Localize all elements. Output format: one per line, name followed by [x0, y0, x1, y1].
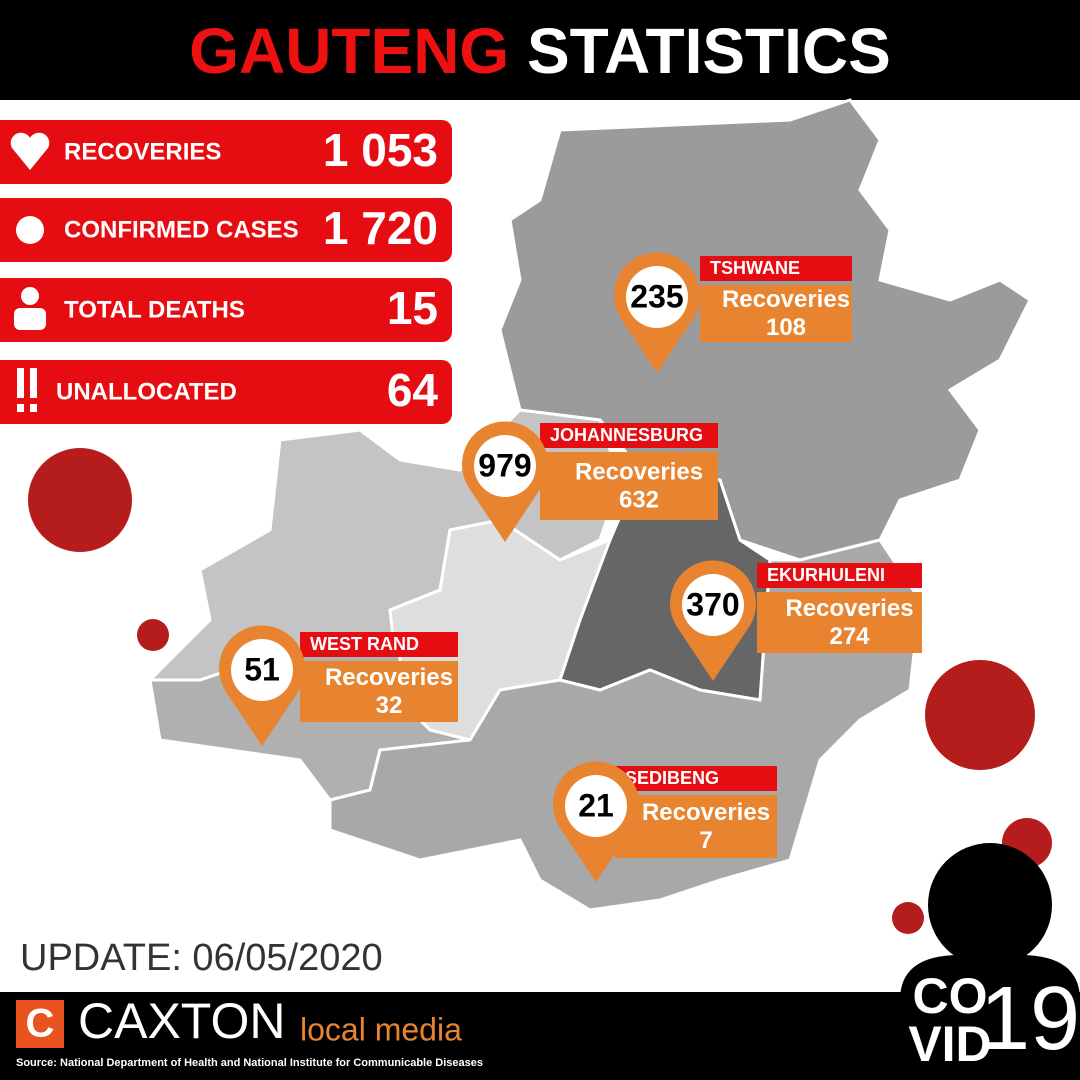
- virus: [925, 660, 1035, 770]
- logo-name: CAXTON: [78, 993, 285, 1049]
- region-name: EKURHULENI: [767, 565, 885, 585]
- covid-number: 19: [980, 969, 1080, 1069]
- person-icon: [21, 287, 39, 305]
- name-box: [700, 256, 852, 281]
- logo-tagline: local media: [300, 1011, 462, 1047]
- exclamation-dot: [30, 404, 37, 412]
- exclamation: [30, 368, 37, 398]
- name-box: [300, 632, 458, 657]
- recoveries-value: 108: [766, 314, 806, 341]
- stat-label: CONFIRMED CASES: [64, 216, 299, 243]
- pin-center: [626, 266, 688, 328]
- stat-label: TOTAL DEATHS: [64, 296, 245, 323]
- recoveries-label: Recoveries: [722, 286, 850, 313]
- heart-icon: [10, 132, 50, 170]
- recoveries-value: 32: [376, 692, 403, 719]
- source: Source: National Department of Health an…: [16, 1057, 483, 1069]
- recoveries-box: [700, 285, 852, 342]
- stat-label: UNALLOCATED: [56, 378, 237, 405]
- recoveries-label: Recoveries: [325, 664, 453, 691]
- name-box: [757, 563, 922, 588]
- stat-value: 1 053: [323, 124, 438, 176]
- stat-value: 64: [387, 364, 439, 416]
- stats-panel: RECOVERIES 1 053 CONFIRMED CASES 1 720 TOTAL…: [0, 120, 452, 424]
- logo-mark: [16, 1000, 64, 1048]
- region-cases: 370: [686, 586, 739, 622]
- recoveries-value: 7: [699, 827, 712, 854]
- covid-line1: CO: [913, 968, 988, 1024]
- stat-box: [0, 360, 452, 424]
- virus: [28, 448, 132, 552]
- recoveries-value: 632: [619, 486, 659, 513]
- region-cases: 979: [478, 447, 531, 483]
- virus: [892, 902, 924, 934]
- logo-glyph: C: [26, 1002, 55, 1046]
- covid-head: [928, 843, 1052, 967]
- name-box: [540, 423, 718, 448]
- title-highlight: GAUTENG: [189, 15, 509, 87]
- pin-center: [231, 639, 293, 701]
- exclamation: [17, 368, 24, 398]
- recoveries-box: [540, 452, 718, 520]
- name-box: [615, 766, 777, 791]
- footer-bar: [0, 992, 1080, 1080]
- recoveries-label: Recoveries: [785, 595, 913, 622]
- pin-center: [474, 435, 536, 497]
- pin-center: [682, 574, 744, 636]
- region-cases: 21: [578, 787, 614, 823]
- region-name: WEST RAND: [310, 634, 419, 654]
- region-cases: 235: [630, 278, 683, 314]
- person-body: [14, 308, 46, 330]
- header-bar: [0, 0, 1080, 100]
- region-name: JOHANNESBURG: [550, 425, 703, 445]
- stat-value: 15: [387, 282, 438, 334]
- region-cases: 51: [244, 651, 280, 687]
- stat-box: [0, 278, 452, 342]
- recoveries-label: Recoveries: [575, 458, 703, 485]
- stat-box: [0, 198, 452, 262]
- virus-icon: [16, 216, 44, 244]
- virus: [137, 619, 169, 651]
- stat-value: 1 720: [323, 202, 438, 254]
- recoveries-value: 274: [829, 623, 870, 650]
- region-name: TSHWANE: [710, 258, 800, 278]
- stat-box: [0, 120, 452, 184]
- recoveries-box: [615, 795, 777, 858]
- region-name: SEDIBENG: [625, 768, 719, 788]
- title-rest: STATISTICS: [527, 15, 891, 87]
- pin-center: [565, 775, 627, 837]
- update-date: UPDATE: 06/05/2020: [20, 937, 383, 979]
- recoveries-box: [300, 661, 458, 722]
- title: GAUTENG STATISTICS: [189, 15, 891, 87]
- exclamation-dot: [17, 404, 24, 412]
- recoveries-box: [757, 592, 922, 653]
- stat-icons: [10, 132, 50, 412]
- stat-label: RECOVERIES: [64, 138, 221, 165]
- recoveries-label: Recoveries: [642, 799, 770, 826]
- covid-line2: VID: [908, 1016, 991, 1072]
